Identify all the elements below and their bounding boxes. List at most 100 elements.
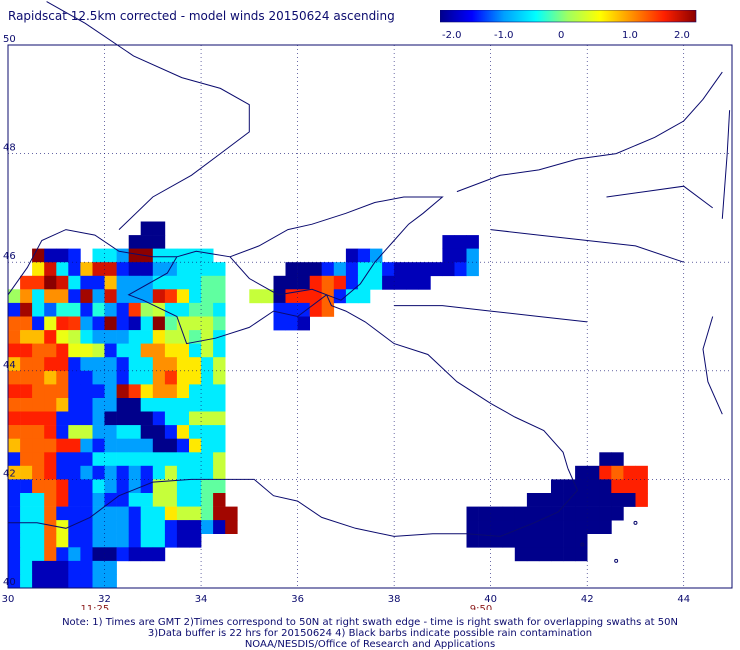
wind-cell bbox=[140, 547, 154, 562]
wind-cell bbox=[201, 452, 214, 467]
wind-cell bbox=[189, 411, 202, 426]
wind-cell bbox=[32, 370, 45, 385]
wind-cell bbox=[201, 438, 214, 453]
wind-cell bbox=[56, 289, 69, 304]
wind-difference-map: 30 32 34 36 38 40 42 44 40 42 44 46 48 50 11:25 9:50 bbox=[2, 1, 733, 610]
wind-cell bbox=[189, 316, 202, 331]
wind-cell bbox=[189, 465, 202, 480]
wind-cell bbox=[140, 275, 154, 290]
wind-cell bbox=[357, 262, 371, 277]
wind-cell bbox=[189, 520, 202, 534]
wind-cell bbox=[68, 275, 81, 290]
coastline-segment bbox=[490, 229, 684, 263]
wind-cell bbox=[164, 343, 178, 358]
wind-cell bbox=[466, 235, 479, 249]
wind-cell bbox=[382, 262, 395, 277]
wind-cell bbox=[514, 506, 528, 521]
wind-cell bbox=[563, 506, 576, 521]
wind-cell bbox=[189, 330, 202, 344]
colorbar-bar bbox=[439, 9, 697, 23]
wind-cell bbox=[176, 384, 190, 399]
wind-cell bbox=[297, 289, 310, 304]
wind-cell bbox=[68, 493, 81, 507]
wind-cell bbox=[213, 520, 226, 534]
x-tick-label: 32 bbox=[98, 594, 111, 605]
wind-cell bbox=[189, 370, 202, 385]
wind-cell bbox=[152, 316, 166, 331]
wind-cell bbox=[152, 343, 166, 358]
wind-cell bbox=[92, 262, 105, 277]
wind-cell bbox=[587, 506, 600, 521]
wind-cell bbox=[80, 560, 93, 575]
wind-cell bbox=[104, 438, 117, 453]
wind-cell bbox=[68, 533, 81, 548]
wind-cell bbox=[526, 533, 540, 548]
wind-cell bbox=[104, 357, 117, 372]
wind-cell bbox=[92, 438, 105, 453]
coastline-segment bbox=[46, 1, 250, 230]
wind-cell bbox=[104, 262, 117, 277]
wind-cell bbox=[104, 452, 117, 467]
wind-cell bbox=[80, 425, 93, 439]
wind-cell bbox=[104, 479, 117, 494]
wind-cell bbox=[176, 370, 190, 385]
footnotes: Note: 1) Times are GMT 2)Times correspon… bbox=[0, 617, 740, 650]
x-tick-label: 42 bbox=[581, 594, 594, 605]
wind-cell bbox=[44, 248, 57, 263]
wind-cell bbox=[176, 398, 190, 412]
wind-cell bbox=[201, 357, 214, 372]
wind-cell bbox=[68, 316, 81, 331]
wind-cell bbox=[176, 316, 190, 331]
wind-cell bbox=[611, 452, 624, 467]
wind-cell bbox=[8, 465, 21, 480]
swath-time-label: 9:50 bbox=[470, 604, 492, 610]
wind-cell bbox=[152, 221, 166, 236]
wind-cell bbox=[466, 506, 479, 521]
wind-cell bbox=[92, 506, 105, 521]
wind-cell bbox=[321, 262, 335, 277]
wind-cell bbox=[80, 302, 93, 317]
wind-cell bbox=[321, 289, 335, 304]
wind-cell bbox=[92, 411, 105, 426]
wind-cell bbox=[68, 398, 81, 412]
wind-cell bbox=[32, 357, 45, 372]
wind-cell bbox=[32, 343, 45, 358]
wind-cell bbox=[152, 289, 166, 304]
wind-cell bbox=[104, 574, 117, 589]
wind-cell bbox=[273, 316, 286, 331]
coastline-segment bbox=[721, 110, 731, 219]
wind-cell bbox=[599, 465, 612, 480]
wind-cell bbox=[80, 493, 93, 507]
wind-cell bbox=[92, 357, 105, 372]
wind-cell bbox=[68, 547, 81, 562]
wind-cell bbox=[128, 398, 142, 412]
wind-cell bbox=[80, 289, 93, 304]
wind-cell bbox=[116, 398, 129, 412]
wind-cell bbox=[32, 302, 45, 317]
wind-cell bbox=[44, 438, 57, 453]
wind-cell bbox=[8, 452, 21, 467]
wind-cell bbox=[563, 520, 576, 534]
wind-cell bbox=[213, 289, 226, 304]
wind-cell bbox=[442, 235, 455, 249]
wind-cell bbox=[285, 289, 298, 304]
wind-cell bbox=[80, 262, 93, 277]
wind-cell bbox=[140, 533, 154, 548]
wind-cell bbox=[201, 520, 214, 534]
wind-cell bbox=[189, 262, 202, 277]
wind-cell bbox=[201, 302, 214, 317]
wind-cell bbox=[56, 275, 69, 290]
wind-cell bbox=[164, 302, 178, 317]
wind-cell bbox=[189, 343, 202, 358]
wind-cell bbox=[8, 411, 21, 426]
wind-cell bbox=[116, 384, 129, 399]
wind-cell bbox=[152, 533, 166, 548]
wind-cell bbox=[92, 384, 105, 399]
wind-cell bbox=[44, 384, 57, 399]
wind-cell bbox=[213, 425, 226, 439]
wind-cell bbox=[68, 452, 81, 467]
wind-cell bbox=[128, 357, 142, 372]
wind-cell bbox=[285, 316, 298, 331]
wind-cell bbox=[164, 248, 178, 263]
wind-cell bbox=[394, 275, 407, 290]
